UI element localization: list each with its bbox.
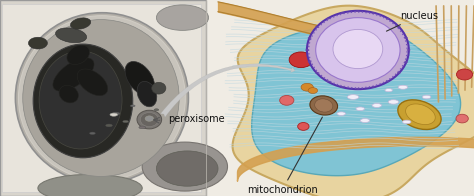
Circle shape — [385, 89, 392, 92]
Circle shape — [398, 85, 408, 89]
Ellipse shape — [137, 81, 157, 107]
Circle shape — [106, 124, 112, 127]
Ellipse shape — [301, 83, 313, 91]
Circle shape — [340, 86, 344, 88]
Ellipse shape — [33, 44, 133, 158]
Ellipse shape — [71, 18, 91, 29]
Circle shape — [347, 95, 359, 99]
Ellipse shape — [38, 174, 142, 196]
Ellipse shape — [137, 110, 162, 129]
Circle shape — [422, 95, 431, 99]
Ellipse shape — [15, 13, 188, 183]
Circle shape — [315, 72, 319, 74]
Circle shape — [340, 12, 344, 14]
Ellipse shape — [39, 51, 122, 149]
Ellipse shape — [289, 52, 313, 68]
Circle shape — [386, 18, 390, 19]
Circle shape — [356, 10, 360, 12]
Ellipse shape — [315, 99, 333, 112]
Ellipse shape — [280, 95, 294, 105]
Circle shape — [337, 112, 346, 115]
Circle shape — [356, 107, 365, 111]
Circle shape — [397, 26, 401, 28]
Ellipse shape — [298, 122, 309, 130]
Ellipse shape — [18, 16, 185, 180]
Ellipse shape — [316, 18, 400, 82]
Ellipse shape — [333, 29, 383, 69]
Circle shape — [360, 119, 370, 122]
Text: peroxisome: peroxisome — [168, 113, 225, 123]
FancyBboxPatch shape — [2, 4, 201, 192]
Ellipse shape — [53, 58, 94, 91]
Ellipse shape — [140, 113, 158, 127]
Circle shape — [388, 100, 399, 104]
Ellipse shape — [77, 69, 108, 96]
Ellipse shape — [308, 88, 318, 93]
Circle shape — [308, 37, 311, 39]
Polygon shape — [233, 6, 474, 196]
Circle shape — [123, 120, 128, 123]
Ellipse shape — [28, 37, 47, 49]
Ellipse shape — [145, 116, 154, 121]
Circle shape — [112, 112, 120, 115]
Ellipse shape — [125, 62, 155, 95]
Circle shape — [90, 132, 95, 134]
Circle shape — [397, 72, 401, 74]
Circle shape — [372, 103, 382, 107]
Ellipse shape — [310, 96, 337, 115]
Ellipse shape — [55, 28, 87, 43]
Ellipse shape — [398, 100, 441, 130]
Circle shape — [404, 61, 408, 63]
Text: mitochondrion: mitochondrion — [246, 117, 322, 195]
Ellipse shape — [152, 82, 166, 94]
Ellipse shape — [59, 85, 78, 103]
Ellipse shape — [67, 45, 90, 64]
Circle shape — [326, 18, 330, 19]
Circle shape — [315, 26, 319, 28]
Circle shape — [110, 113, 118, 116]
Circle shape — [386, 81, 390, 82]
Circle shape — [356, 88, 360, 90]
Ellipse shape — [307, 11, 409, 89]
Circle shape — [372, 12, 375, 14]
Circle shape — [308, 61, 311, 63]
Ellipse shape — [23, 20, 179, 176]
Circle shape — [305, 49, 309, 51]
Polygon shape — [252, 24, 461, 176]
Circle shape — [154, 109, 159, 111]
Circle shape — [326, 81, 330, 82]
Ellipse shape — [142, 142, 228, 191]
Ellipse shape — [456, 114, 468, 123]
Circle shape — [139, 126, 146, 129]
Circle shape — [407, 49, 410, 51]
Text: nucleus: nucleus — [386, 11, 438, 31]
FancyBboxPatch shape — [0, 0, 206, 196]
Ellipse shape — [156, 5, 209, 30]
Circle shape — [372, 86, 375, 88]
Circle shape — [130, 105, 135, 107]
Circle shape — [404, 37, 408, 39]
Ellipse shape — [406, 104, 435, 125]
Ellipse shape — [156, 151, 218, 186]
Ellipse shape — [456, 69, 473, 80]
Circle shape — [402, 120, 411, 124]
